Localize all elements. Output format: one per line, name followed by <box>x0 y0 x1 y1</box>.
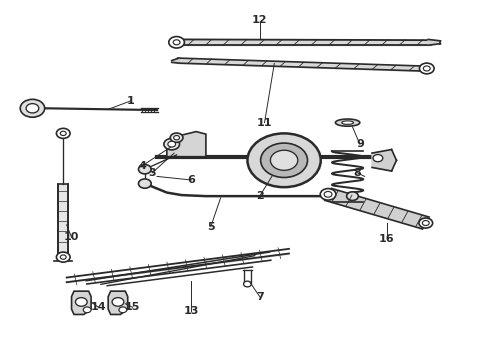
Circle shape <box>26 104 39 113</box>
Text: 7: 7 <box>256 292 264 302</box>
Text: 3: 3 <box>148 168 156 178</box>
Text: 2: 2 <box>256 191 264 201</box>
Circle shape <box>422 221 429 226</box>
Text: 5: 5 <box>207 222 215 231</box>
Circle shape <box>320 189 336 200</box>
Circle shape <box>346 192 358 201</box>
Circle shape <box>168 141 175 147</box>
Text: 1: 1 <box>126 96 134 106</box>
Circle shape <box>139 165 151 174</box>
Bar <box>58 184 68 255</box>
Ellipse shape <box>342 121 353 124</box>
Text: 14: 14 <box>91 302 106 312</box>
Circle shape <box>56 252 70 262</box>
Circle shape <box>170 133 183 142</box>
Text: 11: 11 <box>257 118 272 128</box>
Circle shape <box>75 298 87 306</box>
Circle shape <box>20 99 45 117</box>
Circle shape <box>60 131 66 135</box>
Circle shape <box>119 307 127 313</box>
Circle shape <box>169 37 184 48</box>
Text: 15: 15 <box>125 302 140 312</box>
Text: 12: 12 <box>252 15 268 26</box>
Text: 16: 16 <box>379 234 394 244</box>
Polygon shape <box>108 291 128 315</box>
Circle shape <box>173 40 180 45</box>
Circle shape <box>56 129 70 138</box>
Circle shape <box>164 138 179 150</box>
Polygon shape <box>72 291 91 315</box>
Circle shape <box>60 255 66 259</box>
Circle shape <box>247 134 321 187</box>
Polygon shape <box>67 253 289 283</box>
Ellipse shape <box>335 119 360 126</box>
Text: 4: 4 <box>139 161 147 171</box>
Polygon shape <box>428 40 441 45</box>
Circle shape <box>373 154 383 162</box>
Text: 8: 8 <box>353 168 361 178</box>
Circle shape <box>139 179 151 188</box>
Text: 13: 13 <box>184 306 199 316</box>
Circle shape <box>244 281 251 287</box>
Circle shape <box>423 66 430 71</box>
Text: 6: 6 <box>187 175 195 185</box>
Circle shape <box>419 218 433 228</box>
Polygon shape <box>172 58 179 63</box>
Polygon shape <box>372 149 396 171</box>
Polygon shape <box>167 132 206 157</box>
Polygon shape <box>325 188 429 229</box>
Circle shape <box>324 192 332 197</box>
Text: 10: 10 <box>64 232 79 242</box>
Circle shape <box>83 307 91 313</box>
Text: 9: 9 <box>356 139 364 149</box>
Circle shape <box>270 150 298 170</box>
Circle shape <box>112 298 124 306</box>
Circle shape <box>261 143 308 177</box>
Circle shape <box>173 135 179 140</box>
Circle shape <box>419 63 434 74</box>
